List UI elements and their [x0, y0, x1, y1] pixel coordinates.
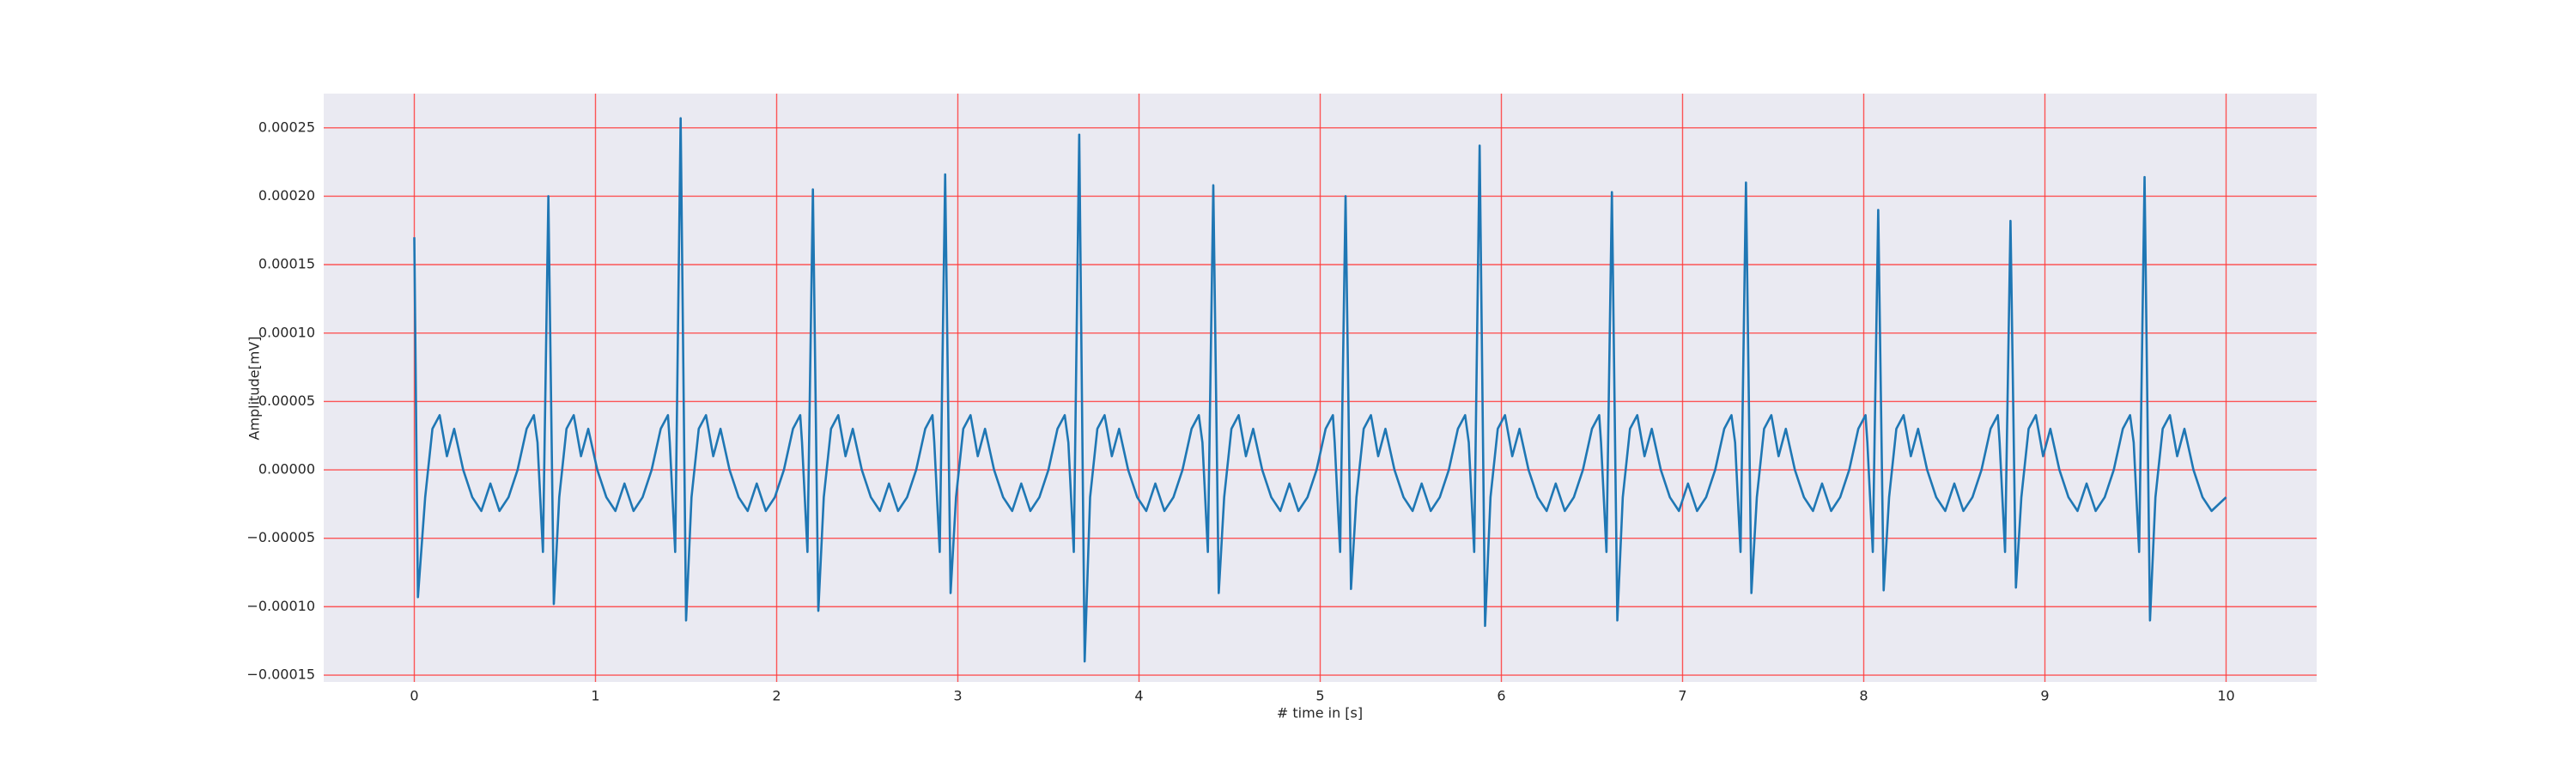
x-tick-label: 0	[410, 688, 418, 704]
x-axis-label: # time in [s]	[1277, 705, 1363, 721]
x-tick-label: 6	[1497, 688, 1505, 704]
y-tick-label: −0.00015	[246, 666, 315, 683]
y-axis-label: Amplitude[mV]	[246, 336, 263, 440]
signal-line	[413, 117, 2227, 663]
y-tick-label: −0.00005	[246, 529, 315, 545]
y-tick-label: 0.00020	[258, 187, 315, 204]
x-tick-label: 10	[2217, 688, 2234, 704]
y-tick-label: 0.00010	[258, 324, 315, 340]
y-tick-label: 0.00000	[258, 461, 315, 478]
x-tick-label: 4	[1134, 688, 1143, 704]
x-tick-label: 8	[1859, 688, 1868, 704]
x-tick-label: 2	[772, 688, 781, 704]
y-tick-label: 0.00005	[258, 393, 315, 409]
x-tick-label: 3	[953, 688, 962, 704]
y-tick-label: −0.00010	[246, 598, 315, 614]
x-tick-label: 9	[2040, 688, 2049, 704]
x-tick-label: 5	[1315, 688, 1324, 704]
x-tick-label: 7	[1678, 688, 1686, 704]
x-tick-label: 1	[591, 688, 599, 704]
y-tick-label: 0.00025	[258, 119, 315, 135]
y-tick-label: 0.00015	[258, 256, 315, 272]
